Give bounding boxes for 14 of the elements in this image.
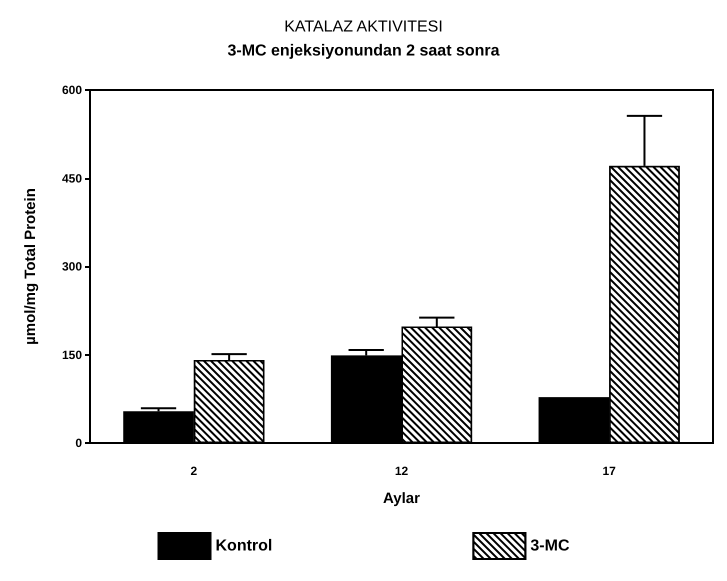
- y-tick-label: 0: [75, 436, 82, 450]
- legend-label: 3-MC: [530, 538, 570, 554]
- y-tick-label: 450: [62, 171, 82, 186]
- y-tick-label: 600: [62, 83, 82, 97]
- x-axis-title: Aylar: [383, 490, 420, 507]
- chart-subtitle: 3-MC enjeksiyonundan 2 saat sonra: [227, 42, 500, 60]
- legend-label: Kontrol: [216, 538, 272, 554]
- y-axis-title: µmol/mg Total Protein: [22, 188, 39, 345]
- chart-title: KATALAZ AKTIVITESI: [284, 18, 443, 36]
- y-tick-label: 300: [62, 260, 82, 274]
- y-tick-label: 150: [62, 348, 82, 362]
- x-tick-label: 12: [394, 464, 408, 478]
- x-tick-label: 17: [602, 464, 616, 478]
- x-tick-label: 2: [190, 464, 198, 478]
